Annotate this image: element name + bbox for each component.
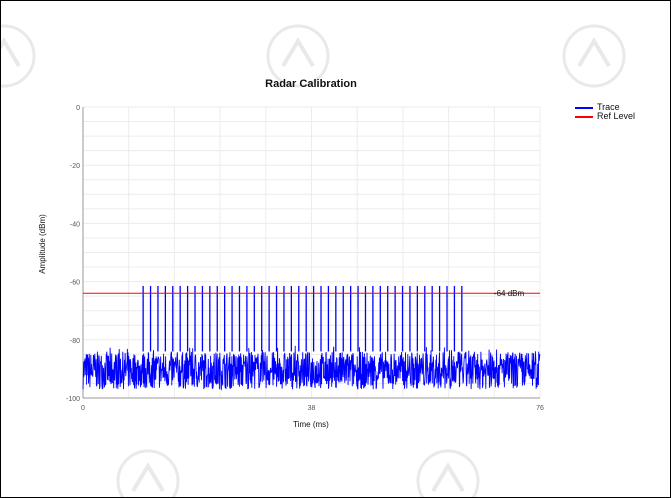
chart-title: Radar Calibration	[265, 78, 357, 90]
watermark-logo-icon	[266, 24, 330, 88]
trace-noise-line	[82, 345, 541, 391]
y-tick-label: 0	[76, 105, 80, 112]
watermark-logo-icon	[116, 449, 180, 497]
x-tick-label: 76	[536, 405, 544, 412]
watermark-logo-icon	[1, 24, 36, 88]
ref-level-annotation: -64 dBm	[494, 289, 525, 298]
y-tick-label: -60	[70, 280, 80, 287]
legend-label-trace: Trace	[597, 102, 620, 112]
y-tick-label: -20	[70, 163, 80, 170]
watermark-logo-icon	[416, 449, 480, 497]
y-tick-label: -40	[70, 221, 80, 228]
chart-legend: Trace Ref Level	[575, 103, 635, 121]
x-axis-label: Time (ms)	[293, 420, 329, 429]
watermark-logo-icon	[562, 24, 626, 88]
x-tick-label: 38	[308, 405, 316, 412]
legend-label-ref-level: Ref Level	[597, 111, 636, 121]
chart-axes	[82, 107, 540, 399]
trace-series	[82, 285, 541, 391]
y-axis-label: Amplitude (dBm)	[38, 214, 47, 274]
grid-lines	[82, 106, 541, 399]
legend-item-trace: Trace	[575, 103, 635, 112]
y-tick-label: -80	[70, 338, 80, 345]
legend-swatch-trace	[575, 106, 593, 109]
y-tick-label: -100	[66, 396, 80, 403]
x-tick-label: 0	[81, 405, 85, 412]
legend-swatch-ref-level	[575, 115, 593, 118]
legend-item-ref-level: Ref Level	[575, 112, 635, 121]
